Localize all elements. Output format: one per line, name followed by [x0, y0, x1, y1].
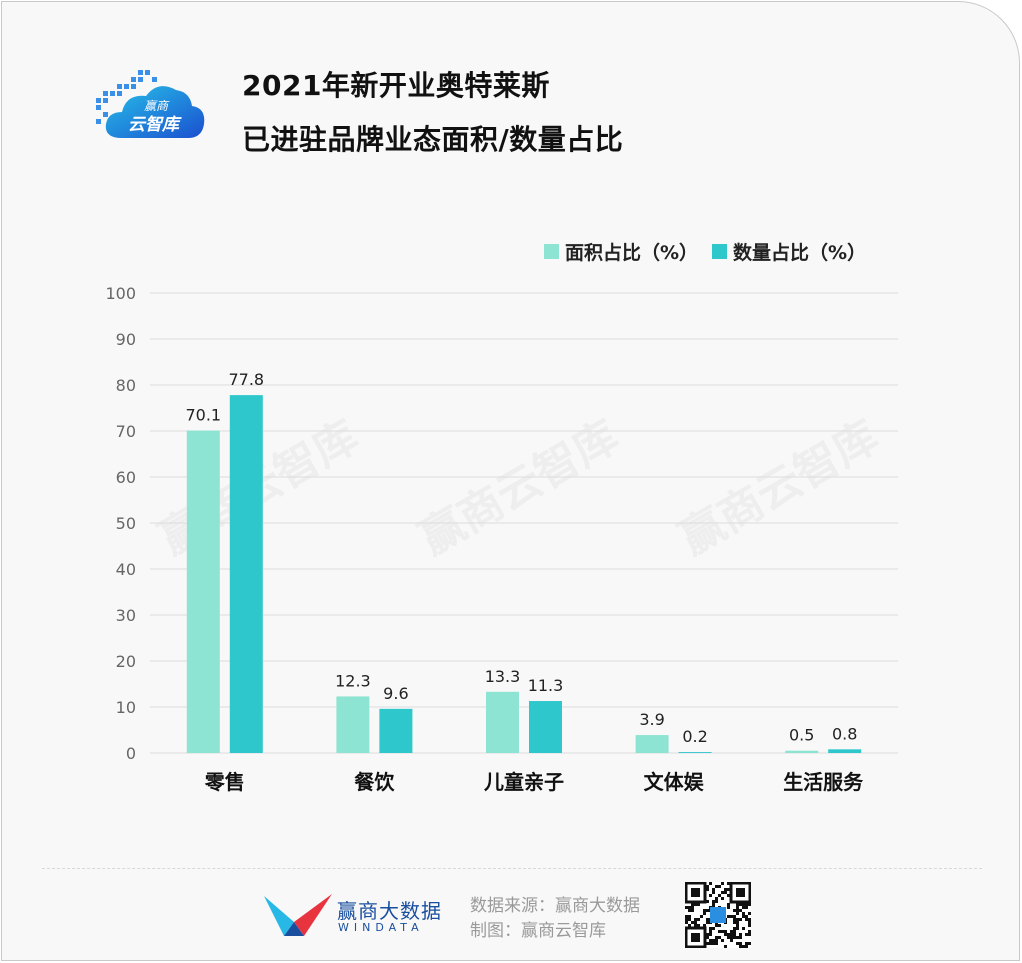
data-label: 77.8 [228, 370, 264, 389]
windata-logo-icon [264, 894, 332, 936]
y-tick-label: 100 [105, 284, 136, 303]
x-category-label: 文体娱 [644, 770, 705, 794]
logo-main-text: 云智库 [128, 115, 182, 135]
data-source: 数据来源：赢商大数据 [470, 896, 640, 916]
brand-name: 赢商大数据 [337, 899, 442, 923]
chart-title-line2: 已进驻品牌业态面积/数量占比 [242, 123, 624, 156]
x-category-label: 生活服务 [783, 770, 864, 794]
y-tick-label: 50 [116, 514, 136, 533]
bar-area [785, 750, 819, 753]
x-category-label: 儿童亲子 [483, 770, 564, 794]
data-label: 70.1 [185, 406, 221, 425]
legend-swatch-area [544, 243, 559, 259]
data-label: 3.9 [639, 710, 664, 729]
legend-swatch-count [712, 243, 728, 259]
bar-count [229, 395, 263, 753]
qr-code-icon [685, 882, 751, 948]
logo-top-text: 赢商 [144, 99, 170, 113]
bar-area [486, 691, 519, 753]
y-tick-label: 90 [116, 330, 136, 349]
chart-title-line1: 2021年新开业奥特莱斯 [242, 69, 550, 102]
y-tick-label: 20 [116, 652, 136, 671]
footer-divider [42, 868, 982, 869]
y-tick-label: 40 [116, 560, 136, 579]
bar-count [529, 701, 562, 753]
data-label: 13.3 [485, 667, 521, 686]
bar-count [678, 752, 712, 753]
made-by: 制图：赢商云智库 [470, 921, 606, 941]
bar-chart: 0 10 20 30 40 50 60 70 80 90 100 70.1 77.8 零售 12.3 9.6 餐… [105, 284, 898, 794]
y-tick-label: 70 [116, 422, 136, 441]
legend: 面积占比（%） 数量占比（%） [544, 238, 880, 264]
y-tick-label: 10 [116, 698, 136, 717]
data-label: 0.2 [682, 727, 707, 746]
bar-area [186, 430, 220, 753]
data-label: 0.5 [789, 726, 814, 745]
bar-count [379, 708, 413, 753]
x-category-label: 零售 [204, 770, 245, 794]
brand-sub: WINDATA [338, 921, 424, 934]
bar-area [336, 696, 370, 753]
brand-logo: 赢商 云智库 [92, 68, 208, 144]
y-tick-label: 80 [116, 376, 136, 395]
legend-label-count: 数量占比（%） [733, 241, 867, 264]
legend-item-count: 数量占比（%） [712, 238, 866, 265]
data-label: 9.6 [383, 684, 408, 703]
y-tick-label: 60 [116, 468, 136, 487]
x-category-label: 餐饮 [354, 770, 395, 794]
legend-label-area: 面积占比（%） [565, 241, 699, 264]
data-label: 12.3 [335, 671, 371, 690]
data-label: 11.3 [528, 676, 564, 695]
legend-item-area: 面积占比（%） [544, 238, 698, 265]
bar-count [828, 749, 862, 753]
bar-area [635, 735, 669, 753]
data-label: 0.8 [832, 724, 857, 743]
y-tick-label: 30 [116, 606, 136, 625]
y-tick-label: 0 [126, 744, 136, 763]
